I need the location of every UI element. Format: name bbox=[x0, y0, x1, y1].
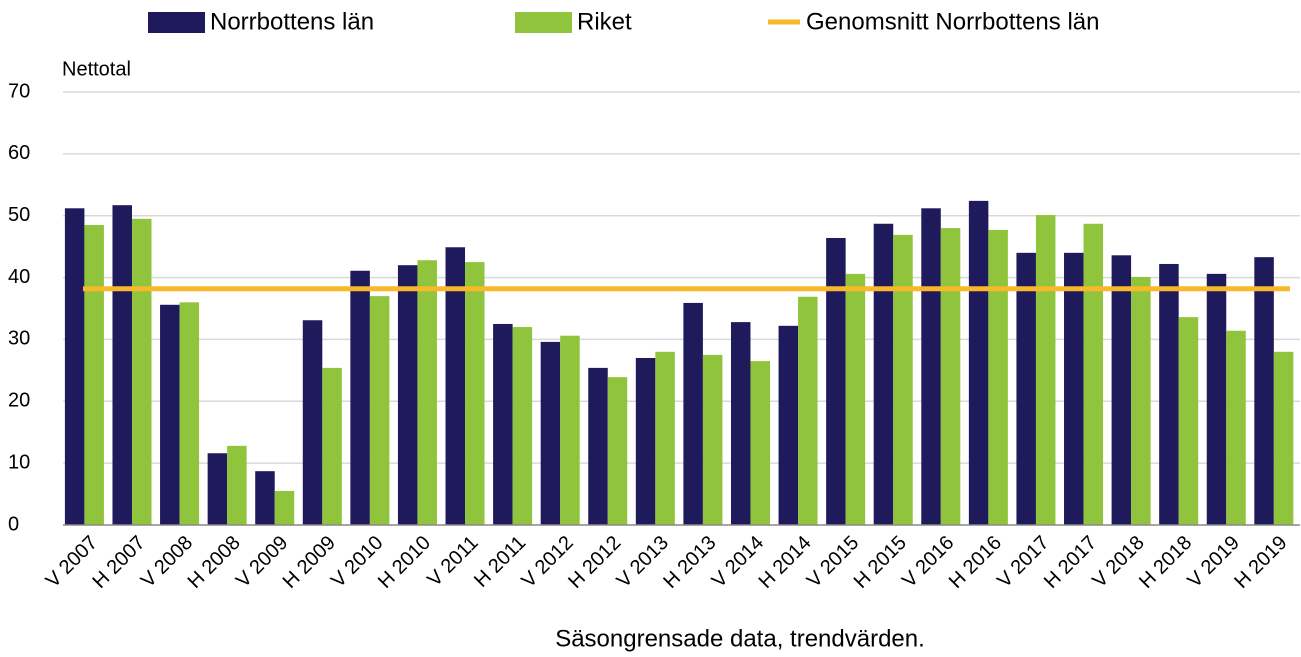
x-tick-label: H 2018 bbox=[1135, 532, 1196, 593]
bar bbox=[274, 490, 295, 525]
bar bbox=[255, 471, 275, 525]
bar bbox=[1131, 276, 1151, 525]
x-tick-label: H 2009 bbox=[279, 532, 340, 593]
bar bbox=[702, 354, 723, 525]
bar bbox=[1016, 252, 1036, 526]
bar bbox=[1111, 255, 1132, 525]
x-tick-label: H 2014 bbox=[755, 532, 816, 593]
x-tick-label: H 2010 bbox=[374, 532, 435, 593]
y-tick-label: 60 bbox=[8, 142, 30, 164]
x-tick-label: H 2008 bbox=[184, 532, 245, 593]
legend-swatch bbox=[148, 12, 205, 33]
x-axis-label: Säsongrensade data, trendvärden. bbox=[555, 625, 925, 652]
x-tick-label: V 2011 bbox=[423, 532, 482, 591]
bar bbox=[1159, 263, 1179, 525]
bar bbox=[350, 270, 370, 525]
bar bbox=[588, 367, 608, 525]
bar bbox=[798, 296, 818, 525]
bar bbox=[968, 200, 989, 525]
y-tick-label: 30 bbox=[8, 328, 30, 350]
bar bbox=[445, 247, 466, 526]
x-tick-label: H 2007 bbox=[88, 532, 149, 593]
bar bbox=[988, 229, 1008, 526]
bar bbox=[1273, 351, 1294, 525]
x-tick-label: H 2017 bbox=[1040, 532, 1101, 593]
y-tick-label: 40 bbox=[8, 266, 30, 288]
bar bbox=[64, 208, 85, 525]
bar bbox=[131, 218, 152, 526]
bar bbox=[369, 296, 390, 525]
bar bbox=[1035, 215, 1056, 526]
bar bbox=[1178, 317, 1199, 525]
x-tick-label: H 2013 bbox=[659, 532, 720, 593]
y-tick-label: 10 bbox=[8, 451, 30, 473]
x-tick-label: H 2011 bbox=[470, 532, 530, 592]
bar bbox=[160, 304, 180, 525]
bar bbox=[778, 325, 799, 525]
bar bbox=[84, 224, 104, 525]
bar bbox=[465, 262, 485, 525]
x-tick-label: H 2019 bbox=[1230, 532, 1291, 593]
legend-label: Riket bbox=[577, 8, 632, 35]
bar bbox=[826, 237, 846, 526]
bar bbox=[1254, 257, 1274, 525]
bar bbox=[112, 205, 132, 525]
x-tick-label: H 2016 bbox=[945, 532, 1006, 593]
bar bbox=[1064, 252, 1084, 526]
y-tick-label: 50 bbox=[8, 204, 30, 226]
bar bbox=[873, 223, 894, 525]
bar bbox=[179, 302, 200, 525]
bar bbox=[940, 228, 961, 526]
x-tick-label: H 2015 bbox=[850, 532, 911, 593]
bar bbox=[607, 377, 628, 525]
bar bbox=[893, 234, 913, 525]
bar bbox=[560, 335, 580, 525]
bar bbox=[417, 260, 437, 525]
x-tick-label: H 2012 bbox=[564, 532, 625, 593]
bar bbox=[845, 273, 866, 525]
bar bbox=[397, 265, 418, 525]
bar bbox=[635, 357, 656, 525]
bar bbox=[322, 367, 342, 525]
bar bbox=[921, 208, 941, 525]
y-tick-label: 70 bbox=[8, 80, 30, 102]
bar bbox=[207, 453, 228, 525]
bar bbox=[512, 327, 533, 525]
y-axis-label: Nettotal bbox=[62, 58, 131, 80]
bar bbox=[1226, 330, 1246, 525]
bar bbox=[683, 302, 703, 525]
y-tick-label: 0 bbox=[8, 513, 19, 535]
bar bbox=[750, 361, 770, 525]
bar bbox=[493, 323, 513, 525]
bar bbox=[540, 341, 561, 525]
legend-label: Genomsnitt Norrbottens län bbox=[806, 8, 1099, 35]
bar bbox=[655, 351, 675, 525]
bar bbox=[302, 320, 323, 525]
y-tick-label: 20 bbox=[8, 390, 30, 412]
bar bbox=[1206, 273, 1227, 525]
bar bbox=[730, 322, 751, 525]
legend-label: Norrbottens län bbox=[210, 8, 374, 35]
bar bbox=[1083, 223, 1104, 525]
legend-swatch bbox=[515, 12, 572, 33]
bar bbox=[227, 445, 247, 525]
